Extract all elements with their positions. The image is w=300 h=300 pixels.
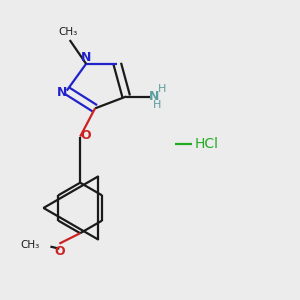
Text: CH₃: CH₃ [58,27,78,37]
Text: O: O [80,129,91,142]
Text: N: N [81,51,91,64]
Text: N: N [57,85,68,98]
Text: HCl: HCl [195,137,219,151]
Text: H: H [158,84,166,94]
Text: H: H [153,100,162,110]
Text: N: N [149,90,160,103]
Text: O: O [54,244,65,258]
Text: CH₃: CH₃ [21,240,40,250]
